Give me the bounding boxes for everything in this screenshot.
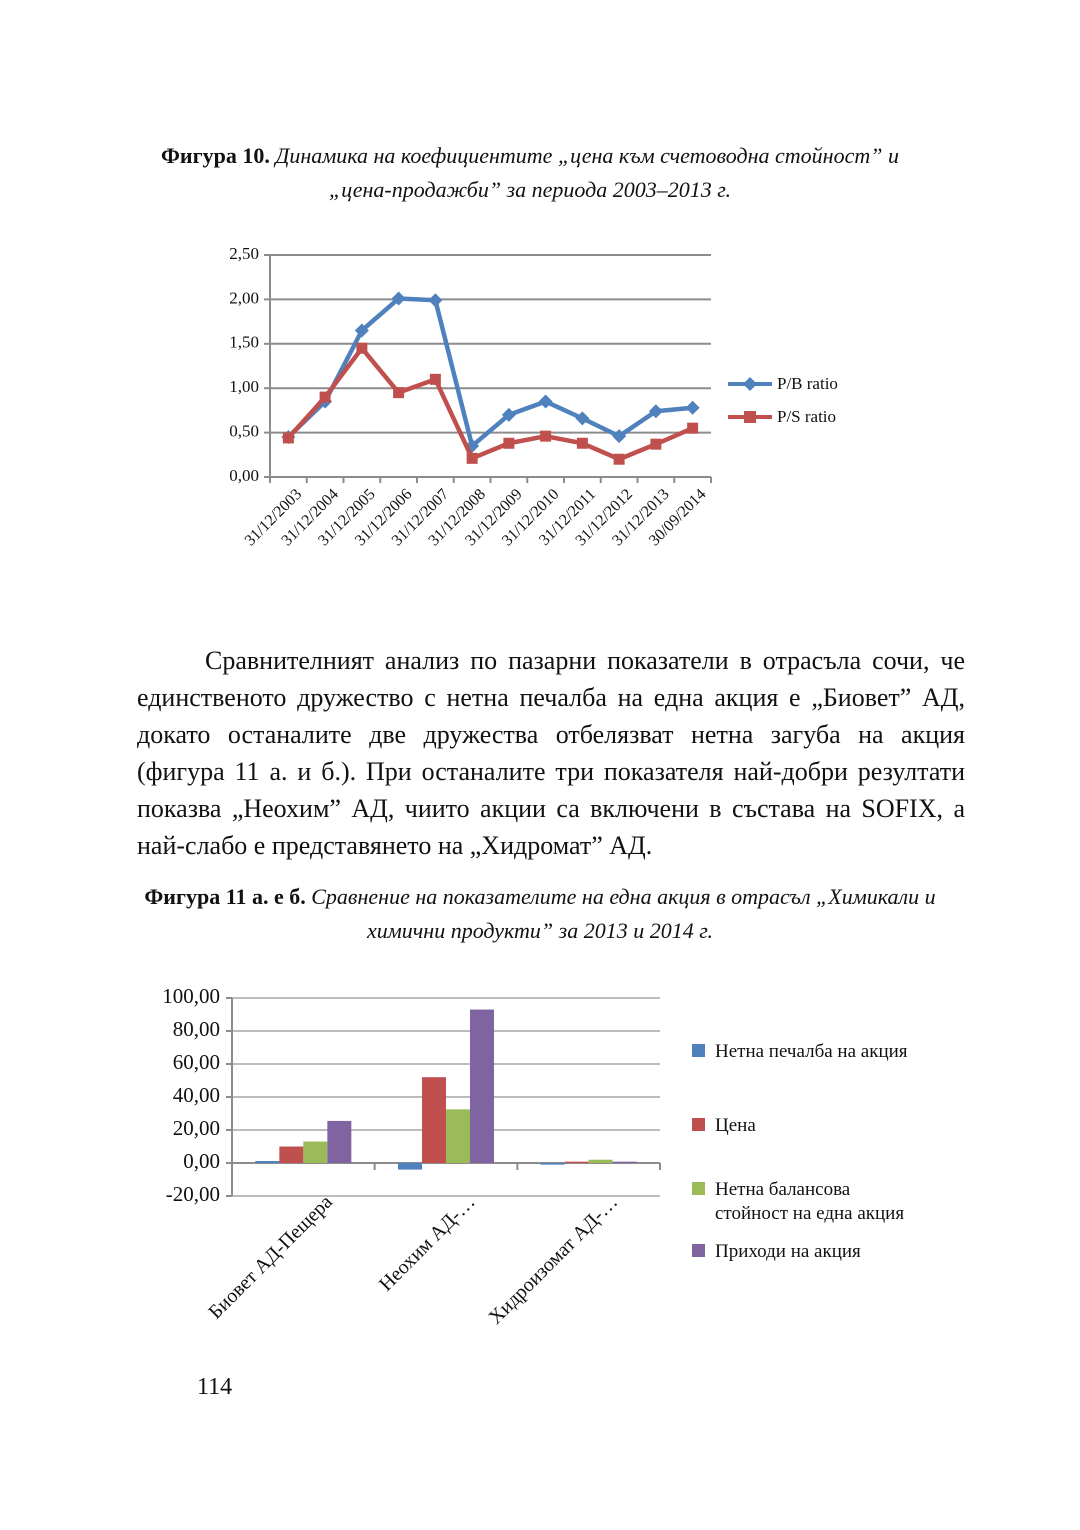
series-нетна-балансова-стойност-на-една-акция xyxy=(303,1109,613,1163)
legend-label: Нетна печалба на акция xyxy=(715,1041,908,1062)
page-number: 114 xyxy=(197,1374,233,1400)
svg-text:1,00: 1,00 xyxy=(229,377,259,396)
legend-label: Приходи на акция xyxy=(715,1241,861,1262)
legend-label: Нетна балансова стойност на една акция xyxy=(715,1179,905,1224)
figure11-caption-label: Фигура 11 а. е б. xyxy=(144,884,306,909)
series-цена xyxy=(279,1077,589,1163)
figure11-caption: Фигура 11 а. е б. Сравнение на показател… xyxy=(115,880,965,948)
svg-text:Хидроизомат АД-…: Хидроизомат АД-… xyxy=(484,1191,622,1329)
price-swatch-icon xyxy=(692,1118,705,1131)
svg-text:80,00: 80,00 xyxy=(173,1017,220,1041)
legend-item-revenue: Приходи на акция xyxy=(692,1240,982,1264)
svg-text:100,00: 100,00 xyxy=(162,984,220,1008)
svg-text:20,00: 20,00 xyxy=(173,1116,220,1140)
legend-label: P/S ratio xyxy=(777,407,837,426)
net-profit-swatch-icon xyxy=(692,1044,705,1057)
y-grid: 0,00 0,50 1,00 1,50 2,00 2,50 xyxy=(229,244,711,485)
legend-item-net-profit: Нетна печалба на акция xyxy=(692,1040,982,1064)
svg-text:40,00: 40,00 xyxy=(173,1083,220,1107)
book-value-swatch-icon xyxy=(692,1182,705,1195)
bar-chart-legend: Нетна печалба на акция Цена Нетна баланс… xyxy=(692,1040,982,1264)
figure10-caption: Фигура 10. Динамика на коефициентите „це… xyxy=(150,139,910,207)
figure10-caption-label: Фигура 10. xyxy=(161,143,270,168)
x-axis-ticks xyxy=(269,477,712,483)
line-chart-legend: P/B ratio P/S ratio xyxy=(727,374,838,427)
figure10-caption-text: Динамика на коефициентите „цена към счет… xyxy=(275,143,899,202)
legend-item-pb-ratio: P/B ratio xyxy=(727,374,838,394)
svg-text:2,50: 2,50 xyxy=(229,244,259,263)
svg-text:Неохим АД-…: Неохим АД-… xyxy=(375,1191,480,1296)
revenue-swatch-icon xyxy=(692,1244,705,1257)
figure11-caption-text: Сравнение на показателите на една акция … xyxy=(311,884,936,943)
legend-item-book-value: Нетна балансова стойност на една акция xyxy=(692,1178,982,1226)
pb-ratio-line-marker-icon xyxy=(728,377,772,391)
svg-text:-20,00: -20,00 xyxy=(166,1182,220,1206)
series-p-s-ratio xyxy=(282,342,699,465)
x-labels: 31/12/200331/12/200431/12/200531/12/2006… xyxy=(242,486,710,550)
legend-label: P/B ratio xyxy=(777,374,838,393)
x-labels: Биовет АД-Пещера Неохим АД-… Хидроизомат А… xyxy=(204,1191,622,1329)
svg-text:1,50: 1,50 xyxy=(229,333,259,352)
svg-text:60,00: 60,00 xyxy=(173,1050,220,1074)
analysis-paragraph: Сравнителният анализ по пазарни показате… xyxy=(137,646,965,860)
series-нетна-печалба-на-акция xyxy=(255,1161,565,1170)
ps-ratio-line-marker-icon xyxy=(728,411,772,423)
svg-text:0,50: 0,50 xyxy=(229,422,259,441)
series-приходи-на-акция xyxy=(327,1009,637,1163)
svg-text:0,00: 0,00 xyxy=(229,466,259,485)
svg-text:0,00: 0,00 xyxy=(183,1149,220,1173)
legend-item-ps-ratio: P/S ratio xyxy=(727,407,838,427)
pb-ps-ratio-line-chart: 0,00 0,50 1,00 1,50 2,00 2,50 31/12/200331/12/… xyxy=(229,244,712,550)
per-share-indicators-bar-chart: -20,00 0,00 20,00 40,00 60,00 80,00 100,00 Биов… xyxy=(162,984,661,1329)
svg-text:Биовет АД-Пещера: Биовет АД-Пещера xyxy=(204,1191,337,1324)
legend-item-price: Цена xyxy=(692,1114,982,1138)
svg-text:2,00: 2,00 xyxy=(229,288,259,307)
y-grid: -20,00 0,00 20,00 40,00 60,00 80,00 100,00 xyxy=(162,984,660,1206)
legend-label: Цена xyxy=(715,1115,756,1136)
x-axis-ticks xyxy=(231,1163,661,1170)
